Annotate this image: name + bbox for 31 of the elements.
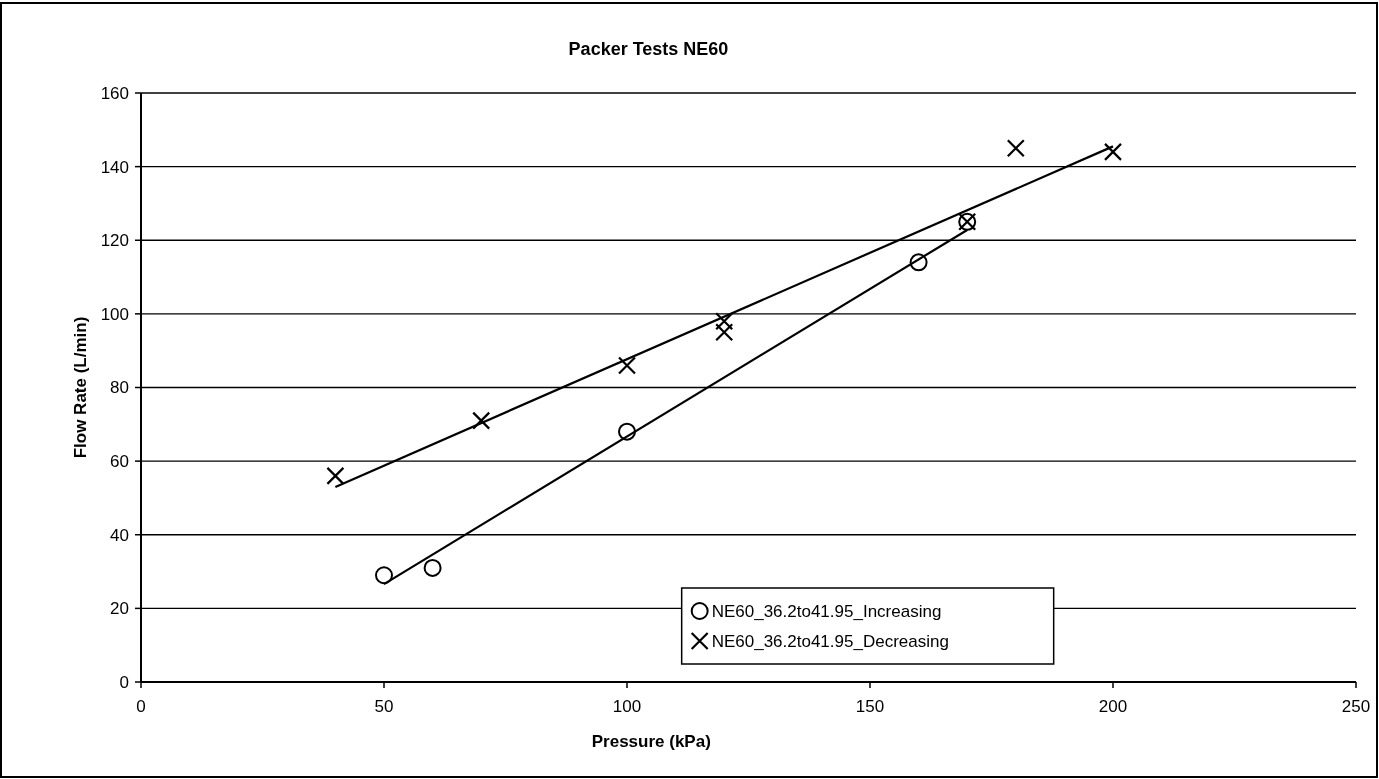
y-tick-label: 60: [110, 452, 129, 472]
y-tick-label: 140: [100, 157, 129, 177]
legend-label: NE60_36.2to41.95_Increasing: [711, 601, 942, 621]
x-tick-label: 50: [374, 697, 394, 716]
y-tick-label: 40: [110, 525, 129, 545]
x-tick-label: 250: [1341, 697, 1371, 716]
point: [1103, 142, 1123, 161]
point: [472, 411, 491, 430]
point: [715, 323, 734, 342]
point: [326, 466, 345, 485]
y-tick-label: 20: [110, 599, 129, 619]
y-tick-label: 0: [119, 672, 129, 692]
x-tick-label: 150: [855, 697, 885, 716]
y-tick-label: 100: [100, 304, 129, 324]
y-tick-label: 80: [110, 378, 129, 398]
y-axis-title: Flow Rate (L/min): [71, 316, 90, 459]
point: [617, 356, 637, 375]
point: [1006, 139, 1025, 158]
point: [423, 558, 442, 577]
point: [375, 566, 393, 585]
x-tick-label: 100: [612, 697, 642, 716]
x-axis-title: Pressure (kPa): [591, 732, 711, 751]
point: [618, 422, 636, 441]
x-tick-label: 0: [136, 697, 146, 716]
x-tick-label: 200: [1098, 697, 1128, 716]
legend-label: NE60_36.2to41.95_Decreasing: [711, 631, 949, 651]
y-tick-label: 120: [100, 231, 129, 251]
chart-title: Packer Tests NE60: [568, 39, 729, 59]
point: [715, 312, 734, 331]
y-tick-label: 160: [100, 83, 129, 103]
point: [909, 253, 928, 272]
